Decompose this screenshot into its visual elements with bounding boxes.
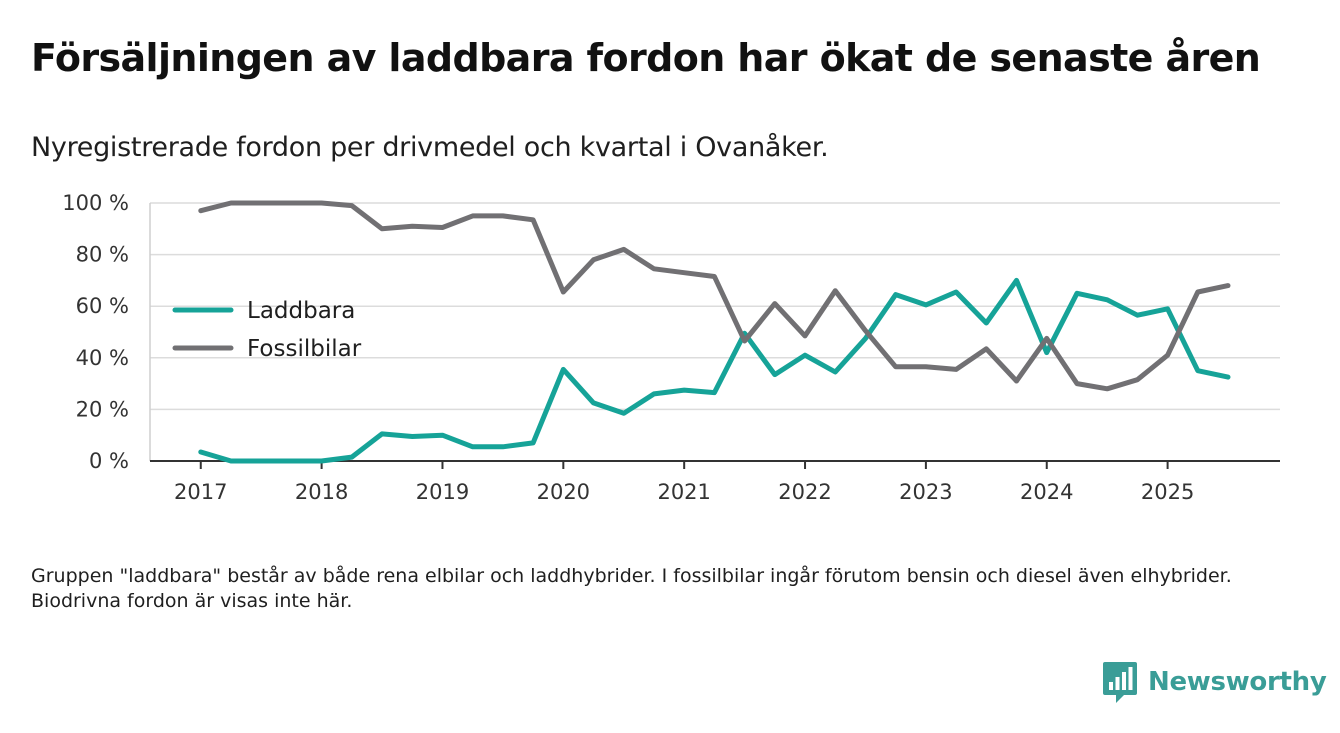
footnote: Gruppen "laddbara" består av både rena e… [31, 565, 1232, 612]
series-line-laddbara [198, 277, 1231, 464]
chart-subtitle: Nyregistrerade fordon per drivmedel och … [31, 132, 829, 163]
legend-label-fossilbilar: Fossilbilar [247, 336, 362, 362]
x-tick-label-2023: 2023 [899, 480, 952, 504]
brand-logo: Newsworthy [1102, 660, 1327, 704]
legend: Laddbara Fossilbilar [172, 298, 362, 362]
x-tick-label-2018: 2018 [295, 480, 348, 504]
x-tick-label-2022: 2022 [778, 480, 831, 504]
x-tick-label-2024: 2024 [1020, 480, 1073, 504]
newsworthy-logo-icon [1103, 662, 1137, 703]
y-tick-label-40: 40 % [76, 346, 129, 370]
x-tick-label-2020: 2020 [537, 480, 590, 504]
series-line-fossilbilar [198, 200, 1231, 392]
chart-title: Försäljningen av laddbara fordon har öka… [31, 36, 1261, 80]
axes: 0 % 20 % 40 % 60 % 80 % 100 % 2017 2018 2019 2020… [62, 191, 1280, 504]
x-tick-label-2017: 2017 [174, 480, 227, 504]
x-tick-label-2025: 2025 [1141, 480, 1194, 504]
brand-name: Newsworthy [1148, 667, 1327, 697]
y-tick-label-60: 60 % [76, 294, 129, 318]
y-tick-label-20: 20 % [76, 397, 129, 421]
y-tick-label-100: 100 % [62, 191, 129, 215]
x-tick-label-2019: 2019 [416, 480, 469, 504]
series-lines [198, 200, 1231, 464]
line-chart: 0 % 20 % 40 % 60 % 80 % 100 % 2017 2018 2019 2020… [62, 191, 1280, 504]
legend-label-laddbara: Laddbara [247, 298, 355, 324]
y-tick-label-0: 0 % [89, 449, 129, 473]
x-tick-label-2021: 2021 [657, 480, 710, 504]
y-tick-label-80: 80 % [76, 243, 129, 267]
